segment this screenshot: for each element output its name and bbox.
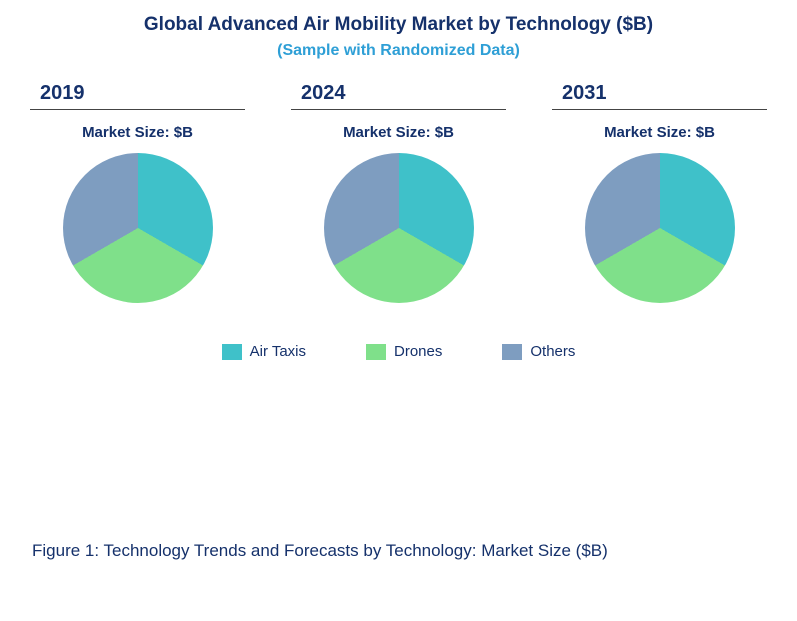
pie-chart-row: 2019 Market Size: $B 2024 Market Size: $… [0, 82, 797, 303]
legend-label-air-taxis: Air Taxis [250, 343, 306, 360]
legend-swatch-drones [366, 344, 386, 360]
legend-label-others: Others [530, 343, 575, 360]
legend-row: Air Taxis Drones Others [0, 343, 797, 360]
report-page: Global Advanced Air Mobility Market by T… [0, 0, 797, 621]
figure-caption: Figure 1: Technology Trends and Forecast… [32, 541, 608, 561]
legend-swatch-air-taxis [222, 344, 242, 360]
legend-item-drones[interactable]: Drones [366, 343, 442, 360]
year-label-2: 2031 [562, 82, 607, 105]
pie-chart-2024[interactable] [324, 153, 474, 303]
chart-subtitle: (Sample with Randomized Data) [0, 42, 797, 60]
year-label-0: 2019 [40, 82, 85, 105]
market-size-label-1: Market Size: $B [343, 124, 454, 141]
market-size-label-0: Market Size: $B [82, 124, 193, 141]
pie-chart-2019[interactable] [63, 153, 213, 303]
market-size-label-2: Market Size: $B [604, 124, 715, 141]
chart-title: Global Advanced Air Mobility Market by T… [0, 0, 797, 36]
chart-column-2031: 2031 Market Size: $B [552, 82, 767, 303]
legend-label-drones: Drones [394, 343, 442, 360]
chart-column-2024: 2024 Market Size: $B [291, 82, 506, 303]
year-underline-0 [30, 109, 245, 110]
legend-item-others[interactable]: Others [502, 343, 575, 360]
pie-chart-2031[interactable] [585, 153, 735, 303]
year-underline-1 [291, 109, 506, 110]
year-label-1: 2024 [301, 82, 346, 105]
chart-column-2019: 2019 Market Size: $B [30, 82, 245, 303]
legend-item-air-taxis[interactable]: Air Taxis [222, 343, 306, 360]
year-underline-2 [552, 109, 767, 110]
legend-swatch-others [502, 344, 522, 360]
